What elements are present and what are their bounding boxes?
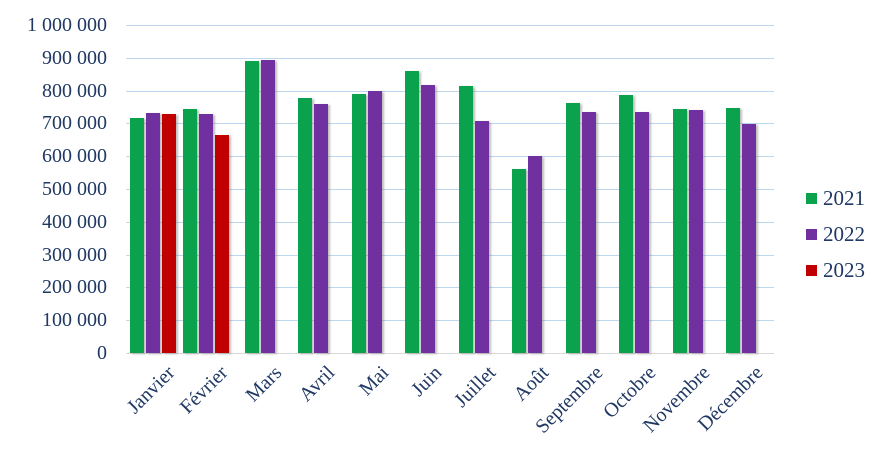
gridline: [126, 123, 774, 125]
y-axis-tick-label: 700 000: [42, 112, 107, 135]
bar-group-10: [661, 25, 715, 353]
legend-item-2021: 2021: [806, 186, 865, 211]
gridline: [126, 320, 774, 322]
y-axis-tick-label: 800 000: [42, 79, 107, 102]
legend-swatch-icon: [806, 229, 817, 240]
legend-label: 2023: [823, 258, 865, 282]
bar-2021-1: [183, 109, 198, 353]
bar-group-0: [126, 25, 180, 353]
bar-2022-11: [742, 123, 757, 353]
bar-2021-10: [672, 108, 687, 353]
gridline: [126, 221, 774, 223]
bar-2021-4: [351, 93, 366, 353]
bar-group-5: [394, 25, 448, 353]
bar-2022-8: [581, 111, 596, 353]
gridline: [126, 25, 774, 26]
bar-group-7: [501, 25, 555, 353]
gridline: [126, 156, 774, 158]
bar-2022-0: [145, 112, 160, 353]
bar-2021-5: [405, 71, 420, 353]
bar-2021-2: [244, 60, 259, 353]
legend-label: 2022: [823, 222, 865, 246]
x-axis-line: [126, 353, 774, 354]
bar-2022-7: [528, 155, 543, 353]
legend-swatch-icon: [806, 265, 817, 276]
bar-2022-1: [199, 113, 214, 353]
y-axis-tick-label: 200 000: [42, 276, 107, 299]
y-axis-tick-label: 300 000: [42, 243, 107, 266]
y-axis-tick-label: 500 000: [42, 178, 107, 200]
bar-2021-9: [619, 94, 634, 353]
y-axis-tick-label: 400 000: [42, 210, 107, 233]
bar-group-9: [608, 25, 662, 353]
bar-2022-4: [367, 90, 382, 353]
y-axis-tick-label: 1 000 000: [27, 14, 107, 36]
bar-2022-2: [260, 60, 275, 353]
bar-2022-10: [688, 110, 703, 353]
legend-label: 2021: [823, 186, 865, 210]
gridline: [126, 57, 774, 59]
bar-group-11: [715, 25, 769, 353]
bar-2021-6: [458, 86, 473, 353]
gridline: [126, 189, 774, 190]
bar-2021-3: [298, 97, 313, 353]
bar-2022-9: [635, 111, 650, 353]
bar-2023-1: [215, 134, 230, 353]
legend: 2021 2022 2023: [806, 186, 865, 283]
legend-item-2023: 2023: [806, 258, 865, 283]
bar-2021-8: [565, 103, 580, 353]
bar-2022-3: [314, 104, 329, 353]
bar-2021-7: [512, 169, 527, 353]
bar-2022-6: [474, 121, 489, 353]
bar-group-2: [233, 25, 287, 353]
legend-swatch-icon: [806, 193, 817, 204]
y-axis-tick-label: 600 000: [42, 145, 107, 168]
gridline: [126, 90, 774, 92]
y-axis-tick-label: 100 000: [42, 309, 107, 332]
bar-2023-0: [161, 114, 176, 353]
y-axis-tick-label: 0: [97, 342, 107, 364]
legend-item-2022: 2022: [806, 222, 865, 247]
bar-2022-5: [421, 84, 436, 353]
gridline: [126, 254, 774, 256]
bar-2021-11: [726, 108, 741, 353]
y-axis-tick-label: 900 000: [42, 46, 107, 69]
bar-group-3: [287, 25, 341, 353]
bar-group-1: [180, 25, 234, 353]
bar-group-4: [340, 25, 394, 353]
bar-2021-0: [129, 117, 144, 353]
gridline: [126, 287, 774, 289]
bar-group-8: [554, 25, 608, 353]
bar-group-6: [447, 25, 501, 353]
